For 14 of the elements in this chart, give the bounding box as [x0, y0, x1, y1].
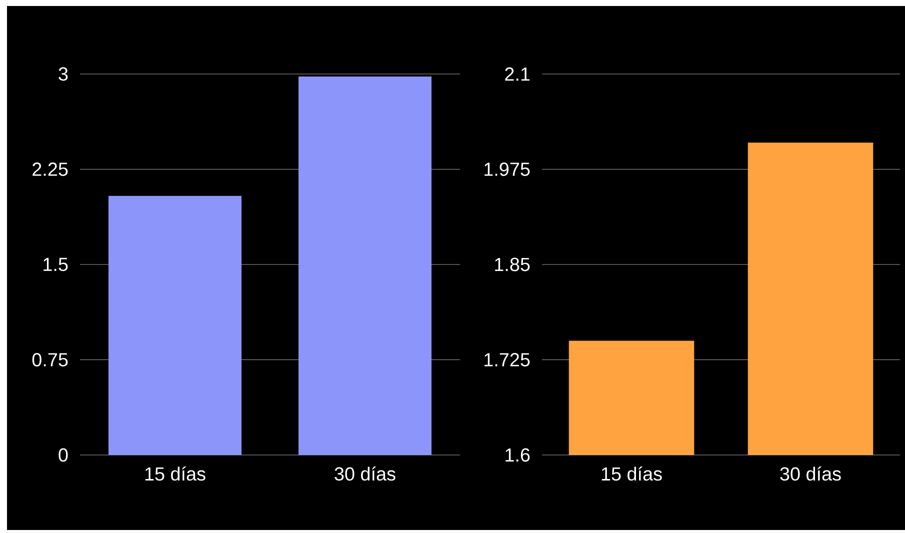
y-tick-label: 0.75 — [32, 353, 68, 366]
x-tick-label: 30 días — [780, 466, 841, 481]
y-tick-label: 1.975 — [484, 162, 530, 176]
y-tick-label: 1.725 — [484, 353, 530, 366]
y-tick-label: 0 — [58, 448, 68, 462]
x-tick-label: 15 días — [145, 466, 206, 481]
y-tick-label: 2.25 — [32, 162, 68, 176]
y-tick-label: 1.5 — [44, 258, 68, 272]
y-tick-label: 3 — [58, 67, 68, 81]
x-tick-label: 30 días — [334, 466, 396, 481]
y-tick-label: 1.85 — [495, 258, 530, 272]
y-tick-label: 1.6 — [506, 448, 530, 462]
y-tick-label: 2.1 — [505, 67, 530, 81]
x-tick-label: 15 días — [602, 466, 662, 481]
